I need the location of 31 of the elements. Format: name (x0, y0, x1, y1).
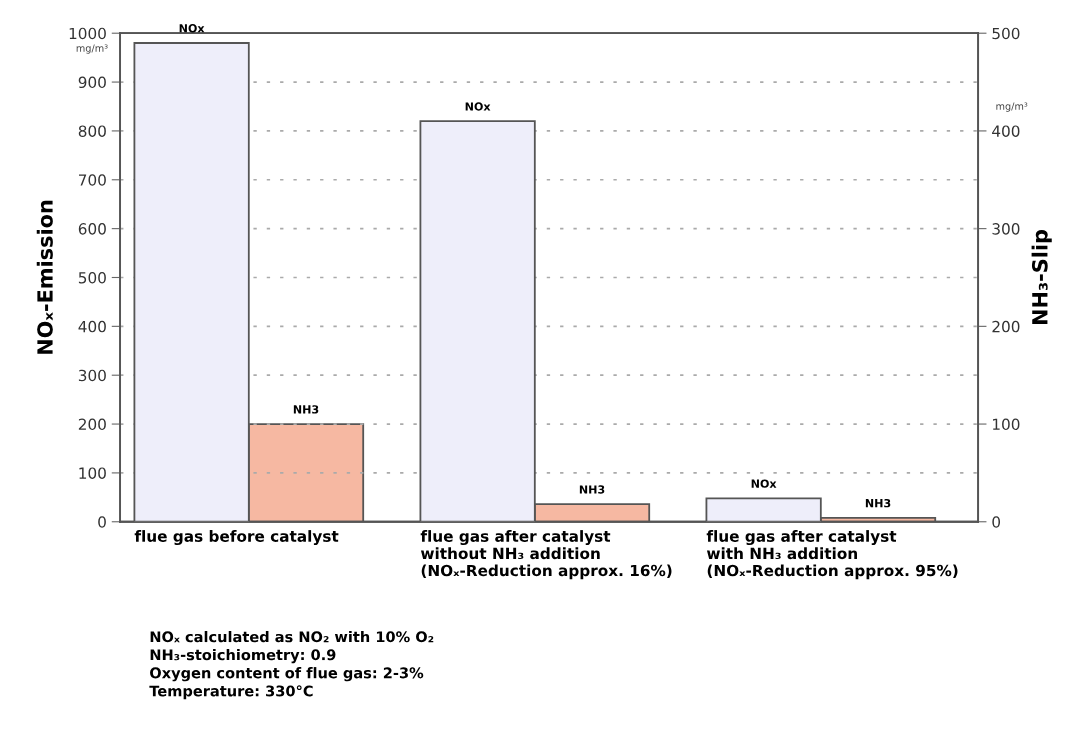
series-label: NH3 (293, 405, 319, 414)
series-label: NOx (179, 24, 205, 33)
y-tick-label: 1000 (69, 27, 106, 40)
y2-tick-label: 500 (992, 27, 1020, 40)
x-tick-label: flue gas after catalyst with NH₃ addition (NOₓ-Reduction approx. 95%) (706, 530, 958, 580)
y-tick-label: 200 (78, 418, 106, 431)
y-tick-label: 400 (78, 320, 106, 333)
y2-tick-label: 400 (992, 125, 1020, 137)
text: mg/m³ (76, 44, 108, 54)
y2-tick-label: 200 (992, 320, 1020, 333)
text: NOₓ calculated as NO₂ with 10% O₂ NH₃-stoichiometry: 0.9 Oxygen content of flue gas: 2-3% Temperature: 330°C (149, 630, 434, 700)
y-axis-title: NOₓ-Emission (36, 200, 53, 354)
y2-tick-label: 0 (992, 516, 1001, 528)
y-tick-label: 100 (79, 467, 106, 479)
y2-tick-label: 300 (992, 223, 1020, 235)
y2-axis-title: NH₃-Slip (1031, 230, 1052, 324)
y-tick-label: 700 (79, 174, 106, 186)
text: NH3 (865, 498, 891, 508)
x-tick-label: flue gas after catalyst without NH₃ addition (NOₓ-Reduction approx. 16%) (420, 530, 672, 580)
y-tick-label: 600 (78, 223, 106, 235)
text: NOx (465, 102, 491, 111)
y-tick-label: 300 (78, 369, 106, 382)
y2-tick-label: 100 (993, 418, 1020, 431)
text: mg/m³ (996, 102, 1028, 112)
y-tick-label: 0 (98, 516, 106, 528)
y-tick-label: 500 (78, 271, 106, 284)
text: NOx (751, 479, 777, 488)
y-tick-label: 900 (78, 76, 106, 89)
x-tick-label: flue gas before catalyst (134, 530, 339, 545)
y-tick-label: 800 (78, 125, 106, 137)
text: NH3 (579, 485, 605, 494)
